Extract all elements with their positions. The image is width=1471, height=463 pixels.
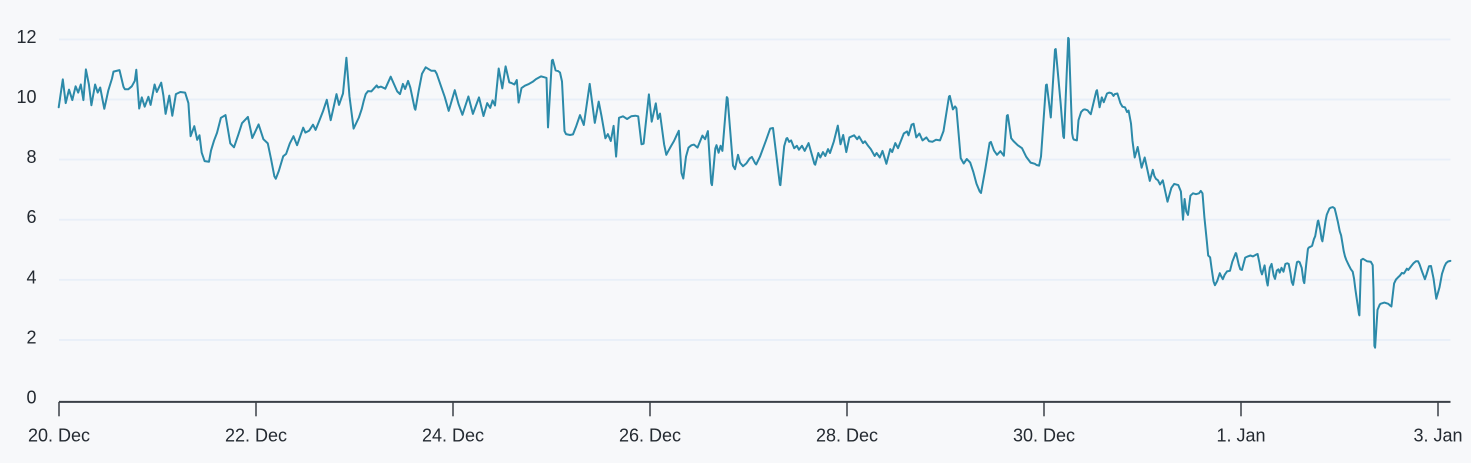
svg-text:28. Dec: 28. Dec: [816, 426, 878, 446]
svg-text:1. Jan: 1. Jan: [1216, 426, 1265, 446]
svg-text:26. Dec: 26. Dec: [619, 426, 681, 446]
svg-text:6: 6: [26, 207, 36, 227]
svg-text:24. Dec: 24. Dec: [422, 426, 484, 446]
svg-text:3. Jan: 3. Jan: [1413, 426, 1462, 446]
svg-text:22. Dec: 22. Dec: [225, 426, 287, 446]
svg-text:0: 0: [26, 388, 36, 408]
svg-text:12: 12: [16, 27, 36, 47]
svg-text:30. Dec: 30. Dec: [1013, 426, 1075, 446]
svg-text:4: 4: [26, 267, 36, 287]
svg-text:10: 10: [16, 87, 36, 107]
svg-text:8: 8: [26, 147, 36, 167]
svg-text:2: 2: [26, 327, 36, 347]
svg-text:20. Dec: 20. Dec: [28, 426, 90, 446]
